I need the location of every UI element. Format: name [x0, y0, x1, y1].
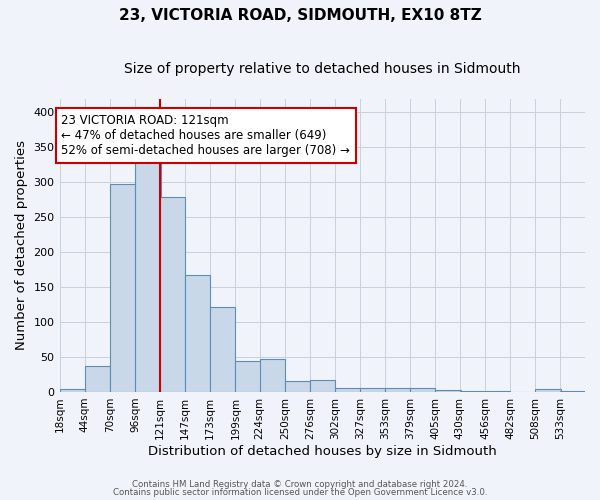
Bar [535, 389, 561, 392]
Bar [359, 388, 385, 392]
Bar [260, 359, 285, 392]
Bar [160, 197, 185, 392]
Bar [235, 360, 260, 392]
Bar [410, 388, 436, 392]
Text: 23 VICTORIA ROAD: 121sqm
← 47% of detached houses are smaller (649)
52% of semi-: 23 VICTORIA ROAD: 121sqm ← 47% of detach… [61, 114, 350, 157]
Bar [285, 382, 310, 392]
Bar [210, 306, 235, 392]
Bar [310, 380, 335, 392]
Text: Contains public sector information licensed under the Open Government Licence v3: Contains public sector information licen… [113, 488, 487, 497]
X-axis label: Distribution of detached houses by size in Sidmouth: Distribution of detached houses by size … [148, 444, 497, 458]
Bar [335, 388, 361, 392]
Bar [59, 389, 85, 392]
Bar [85, 366, 110, 392]
Bar [110, 184, 136, 392]
Bar [136, 162, 161, 392]
Y-axis label: Number of detached properties: Number of detached properties [15, 140, 28, 350]
Title: Size of property relative to detached houses in Sidmouth: Size of property relative to detached ho… [124, 62, 521, 76]
Text: 23, VICTORIA ROAD, SIDMOUTH, EX10 8TZ: 23, VICTORIA ROAD, SIDMOUTH, EX10 8TZ [119, 8, 481, 22]
Bar [185, 274, 210, 392]
Bar [385, 388, 410, 392]
Bar [436, 390, 461, 392]
Text: Contains HM Land Registry data © Crown copyright and database right 2024.: Contains HM Land Registry data © Crown c… [132, 480, 468, 489]
